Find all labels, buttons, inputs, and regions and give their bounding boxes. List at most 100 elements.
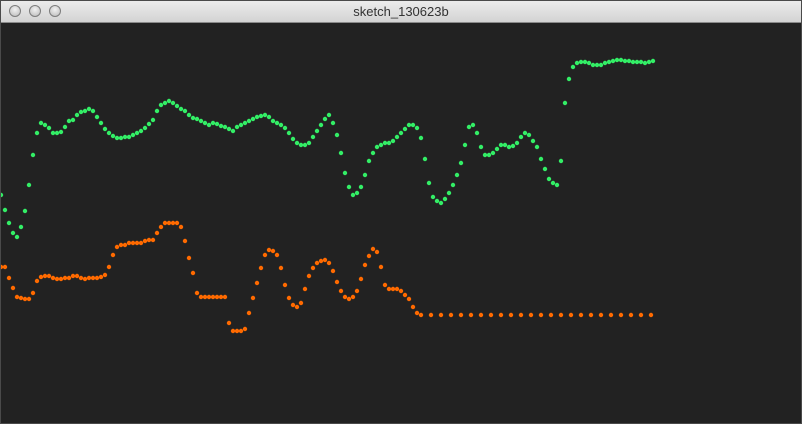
data-point <box>278 122 284 128</box>
data-point <box>106 130 112 136</box>
data-point <box>474 130 480 136</box>
data-point <box>26 182 32 188</box>
data-point <box>218 294 224 300</box>
data-point <box>606 59 612 65</box>
data-point <box>362 262 368 268</box>
data-point <box>334 132 340 138</box>
data-point <box>270 118 276 124</box>
data-point <box>622 58 628 64</box>
data-point <box>2 207 8 213</box>
data-point <box>638 59 644 65</box>
data-point <box>202 294 208 300</box>
data-point <box>66 275 72 281</box>
data-point <box>246 118 252 124</box>
data-point <box>310 134 316 140</box>
data-point <box>586 60 592 66</box>
data-point <box>602 60 608 66</box>
data-point <box>438 312 444 318</box>
data-point <box>394 134 400 140</box>
data-point <box>538 156 544 162</box>
data-point <box>170 220 176 226</box>
data-point <box>126 134 132 140</box>
data-point <box>54 276 60 282</box>
sketch-canvas <box>1 23 801 423</box>
data-point <box>594 62 600 68</box>
data-point <box>362 172 368 178</box>
data-point <box>282 282 288 288</box>
data-point <box>294 140 300 146</box>
data-point <box>250 116 256 122</box>
data-point <box>382 140 388 146</box>
data-point <box>90 275 96 281</box>
data-point <box>270 248 276 254</box>
data-point <box>466 124 472 130</box>
data-point <box>648 312 654 318</box>
data-point <box>302 142 308 148</box>
data-point <box>558 158 564 164</box>
data-point <box>386 140 392 146</box>
data-point <box>142 125 148 131</box>
data-point <box>74 112 80 118</box>
data-point <box>438 200 444 206</box>
data-point <box>418 312 424 318</box>
close-button[interactable] <box>9 5 21 17</box>
data-point <box>402 126 408 132</box>
series-layer <box>1 57 656 334</box>
data-point <box>330 268 336 274</box>
data-point <box>406 296 412 302</box>
data-point <box>218 123 224 129</box>
data-point <box>150 237 156 243</box>
data-point <box>266 247 272 253</box>
data-point <box>82 108 88 114</box>
data-point <box>566 76 572 82</box>
data-point <box>94 114 100 120</box>
data-point <box>262 112 268 118</box>
data-point <box>186 255 192 261</box>
data-point <box>50 130 56 136</box>
data-point <box>178 224 184 230</box>
data-point <box>122 242 128 248</box>
data-point <box>182 108 188 114</box>
data-point <box>202 120 208 126</box>
data-point <box>258 265 264 271</box>
data-point <box>454 172 460 178</box>
data-point <box>398 130 404 136</box>
data-point <box>150 117 156 123</box>
data-point <box>86 275 92 281</box>
data-point <box>618 312 624 318</box>
data-point <box>98 120 104 126</box>
title-bar[interactable]: sketch_130623b <box>1 1 801 23</box>
data-point <box>58 129 64 135</box>
data-point <box>210 120 216 126</box>
zoom-button[interactable] <box>49 5 61 17</box>
data-point <box>274 120 280 126</box>
data-point <box>526 132 532 138</box>
data-point <box>542 166 548 172</box>
data-point <box>410 304 416 310</box>
data-point <box>346 296 352 302</box>
data-point <box>258 113 264 119</box>
data-point <box>590 62 596 68</box>
data-point <box>34 130 40 136</box>
data-point <box>482 152 488 158</box>
data-point <box>310 265 316 271</box>
data-point <box>578 312 584 318</box>
data-point <box>490 150 496 156</box>
data-point <box>422 156 428 162</box>
data-point <box>530 138 536 144</box>
data-point <box>646 59 652 65</box>
minimize-button[interactable] <box>29 5 41 17</box>
data-point <box>134 240 140 246</box>
data-point <box>550 180 556 186</box>
data-point <box>582 59 588 65</box>
data-point <box>354 288 360 294</box>
data-point <box>298 300 304 306</box>
data-point <box>458 160 464 166</box>
data-point <box>618 57 624 63</box>
data-point <box>114 135 120 141</box>
data-point <box>110 133 116 139</box>
data-point <box>6 220 12 226</box>
data-point <box>78 109 84 115</box>
data-point <box>614 57 620 63</box>
